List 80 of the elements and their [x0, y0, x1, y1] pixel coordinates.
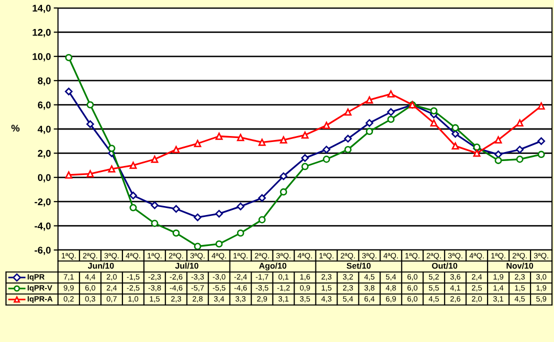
point	[516, 156, 524, 163]
point	[538, 150, 545, 158]
y-tick-label: 8,0	[38, 77, 51, 86]
point	[322, 122, 330, 129]
point	[516, 119, 524, 127]
point	[65, 171, 72, 179]
point	[236, 202, 244, 210]
point	[236, 229, 244, 237]
point	[430, 107, 438, 114]
y-tick-label: 4,0	[38, 126, 51, 134]
y-tick-label: 10,0	[32, 53, 51, 62]
point	[494, 136, 502, 144]
point	[172, 146, 180, 154]
point	[322, 146, 330, 154]
point	[280, 136, 288, 144]
point	[280, 188, 288, 196]
y-tick-label: 14,0	[32, 4, 51, 14]
point	[215, 210, 223, 218]
point	[151, 156, 158, 163]
point	[194, 140, 202, 148]
point	[172, 229, 180, 237]
point	[322, 156, 330, 163]
y-tick-label: 2,0	[38, 150, 51, 158]
point	[130, 204, 137, 212]
point	[86, 101, 94, 108]
point	[537, 137, 546, 145]
text: Ago/10	[259, 262, 286, 270]
point	[194, 213, 202, 222]
point	[387, 108, 395, 116]
text: Jun/10	[88, 262, 114, 269]
text: Out/10	[432, 262, 458, 269]
point	[215, 132, 223, 140]
point	[366, 96, 374, 104]
text: Nov/10	[506, 262, 534, 269]
point	[452, 124, 459, 132]
point	[258, 194, 266, 202]
point	[86, 170, 94, 178]
point	[387, 116, 395, 123]
point	[344, 134, 352, 143]
point	[172, 205, 180, 213]
y-tick-label: 0,0	[38, 174, 51, 182]
y-tick-label: -6,0	[34, 246, 51, 256]
y-axis-title: %	[11, 124, 20, 132]
point	[301, 154, 309, 162]
point	[430, 119, 438, 127]
point	[86, 120, 94, 128]
point	[194, 242, 202, 250]
point	[130, 162, 137, 169]
point	[150, 201, 158, 210]
point	[538, 102, 545, 110]
point	[215, 240, 223, 248]
point	[494, 150, 502, 158]
point	[301, 162, 309, 170]
point	[366, 119, 374, 127]
point	[108, 144, 116, 152]
point	[473, 150, 480, 157]
point	[64, 88, 73, 96]
text: Jul/10	[175, 262, 198, 269]
point	[344, 146, 352, 154]
point	[387, 90, 395, 98]
point	[236, 134, 244, 142]
point	[151, 220, 158, 227]
point	[129, 192, 138, 200]
y-tick-label: -2,0	[34, 198, 51, 207]
point	[344, 108, 352, 116]
point	[516, 146, 524, 154]
point	[452, 142, 459, 150]
point	[108, 165, 116, 173]
point	[258, 216, 266, 224]
y-tick-label: 6,0	[38, 102, 51, 110]
point	[65, 54, 72, 62]
point	[280, 172, 288, 180]
text: Set/10	[346, 262, 371, 269]
point	[301, 131, 309, 139]
point	[366, 128, 374, 136]
y-tick-label: -4,0	[34, 222, 51, 231]
point	[258, 138, 266, 146]
y-tick-label: 12,0	[32, 28, 51, 38]
point	[452, 130, 460, 138]
point	[494, 156, 502, 164]
